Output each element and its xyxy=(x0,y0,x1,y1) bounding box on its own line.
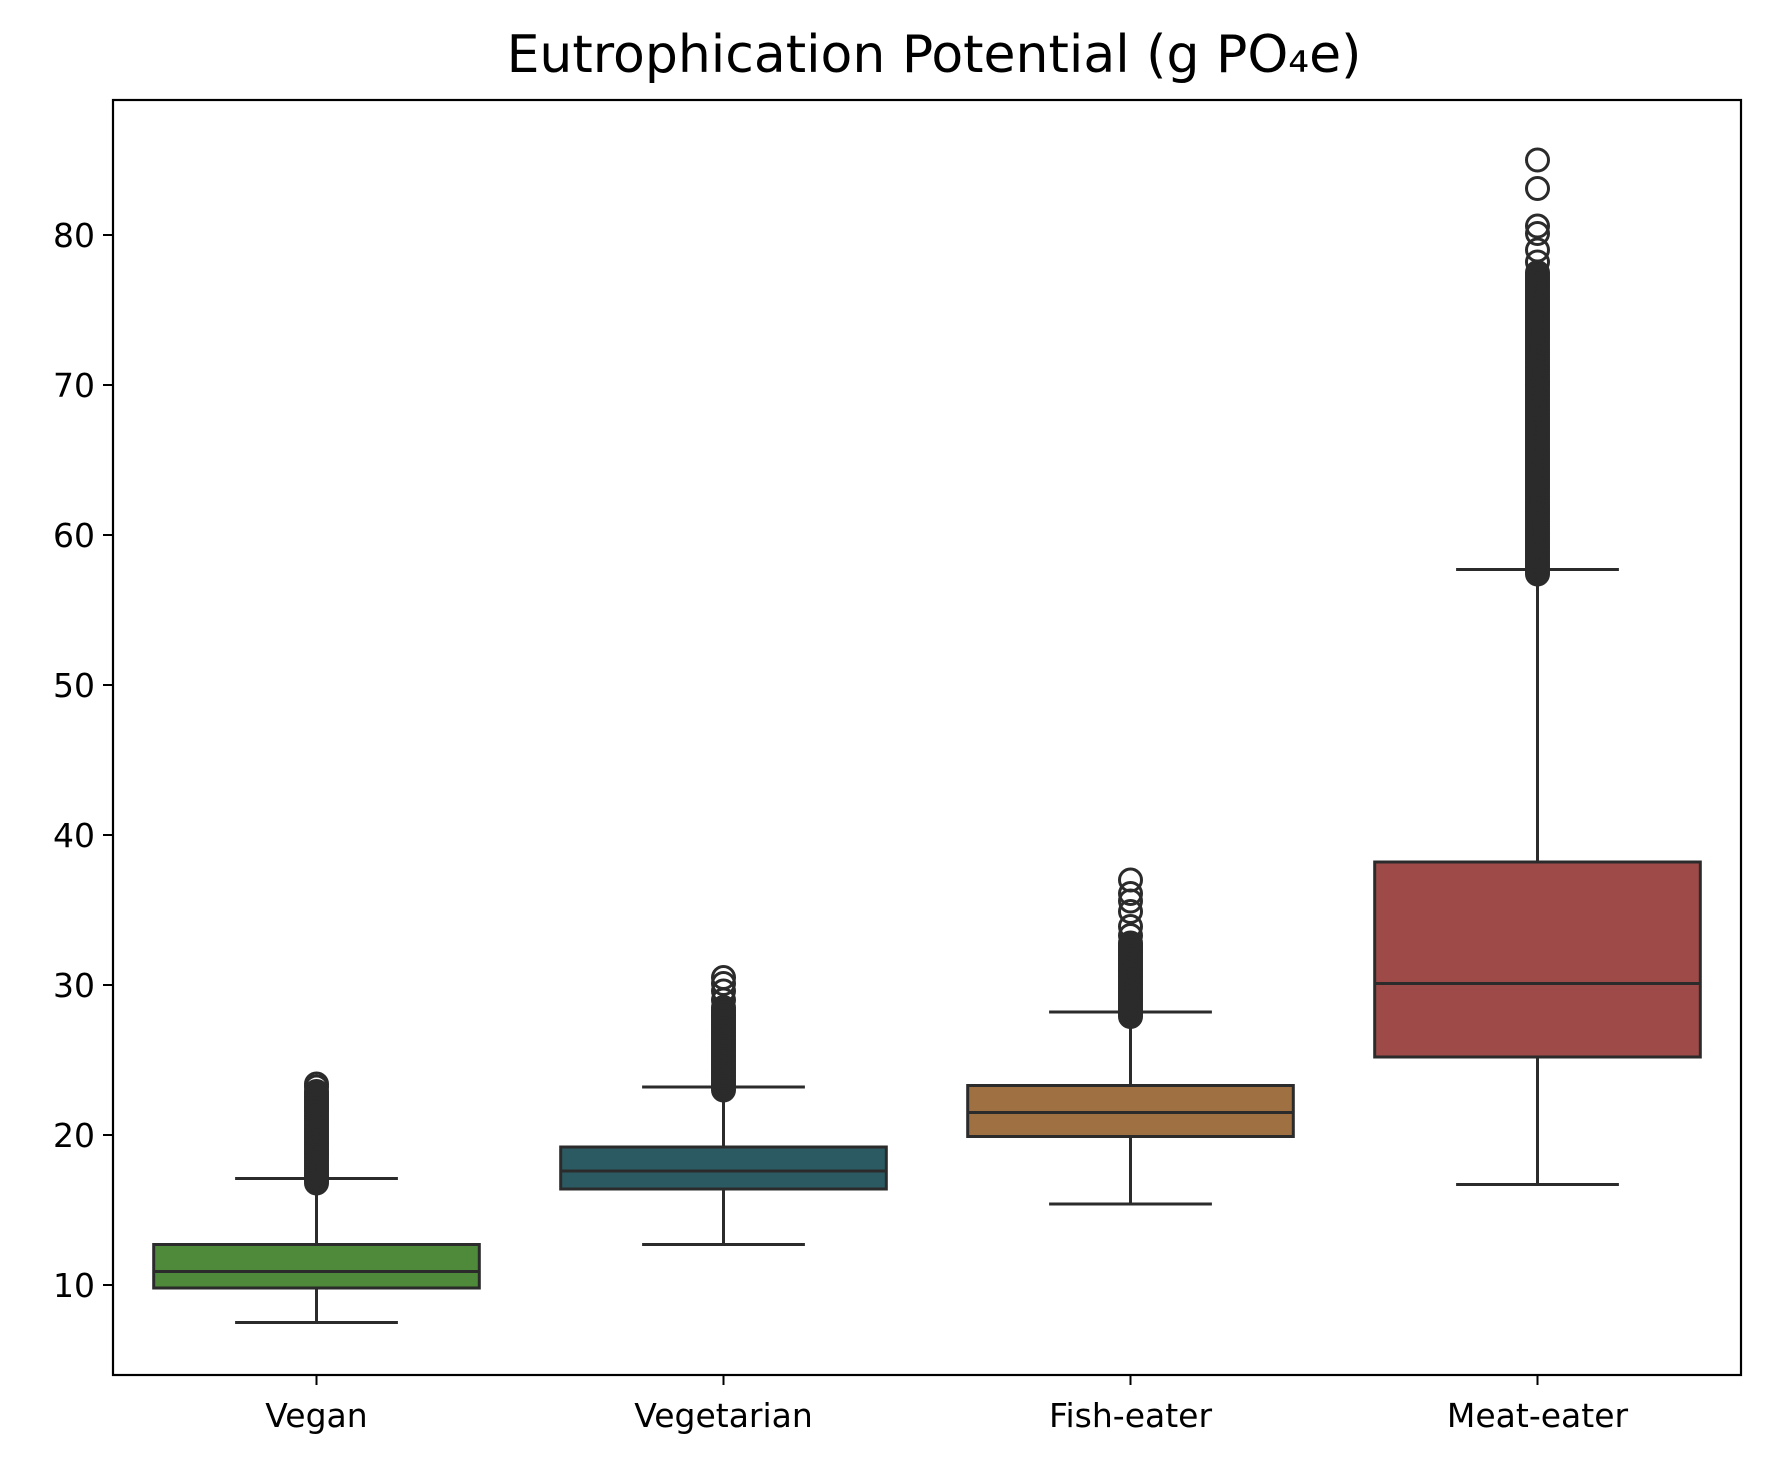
outlier-point xyxy=(1118,923,1143,948)
x-tick-label: Vegetarian xyxy=(634,1396,813,1435)
outlier-point xyxy=(1118,899,1143,924)
y-tick-label: 10 xyxy=(53,1266,95,1305)
outlier-point xyxy=(711,965,736,990)
x-axis: Vegan Vegetarian Fish-eater Meat-eater xyxy=(265,1375,1629,1435)
outlier-point xyxy=(711,978,736,1004)
outlier-point xyxy=(1525,213,1550,239)
y-tick-label: 30 xyxy=(53,966,95,1005)
x-tick-label: Fish-eater xyxy=(1049,1396,1213,1435)
box-iqr xyxy=(559,1145,888,1191)
outlier-point xyxy=(1525,147,1550,173)
y-axis: 10 20 30 40 50 60 70 80 xyxy=(53,216,113,1305)
y-tick-label: 50 xyxy=(53,666,95,705)
y-tick-label: 70 xyxy=(53,366,95,405)
box-group-vegan xyxy=(152,1071,481,1324)
x-tick-label: Vegan xyxy=(265,1396,367,1435)
outlier-point xyxy=(1118,881,1143,906)
outlier-point xyxy=(1525,221,1550,246)
box-group-vegetarian xyxy=(559,965,888,1246)
plot-area xyxy=(152,147,1702,1324)
box-iqr xyxy=(152,1243,481,1290)
y-tick-label: 20 xyxy=(53,1116,95,1155)
box-group-fish-eater xyxy=(966,867,1295,1206)
outlier-point xyxy=(711,971,736,996)
y-tick-label: 40 xyxy=(53,816,95,855)
box-group-meat-eater xyxy=(1373,147,1702,1186)
outlier-point xyxy=(1118,867,1143,893)
chart-title: Eutrophication Potential (g PO₄e) xyxy=(507,25,1362,85)
box-iqr xyxy=(1373,860,1702,1059)
y-tick-label: 80 xyxy=(53,216,95,255)
outlier-point xyxy=(304,1071,329,1097)
outlier-point xyxy=(1525,249,1550,275)
outlier-point xyxy=(1118,914,1143,939)
x-tick-label: Meat-eater xyxy=(1447,1396,1629,1435)
outlier-point xyxy=(1525,176,1550,201)
axes-frame xyxy=(111,98,1743,1377)
y-tick-label: 60 xyxy=(53,516,95,555)
outlier-point xyxy=(1525,237,1550,263)
